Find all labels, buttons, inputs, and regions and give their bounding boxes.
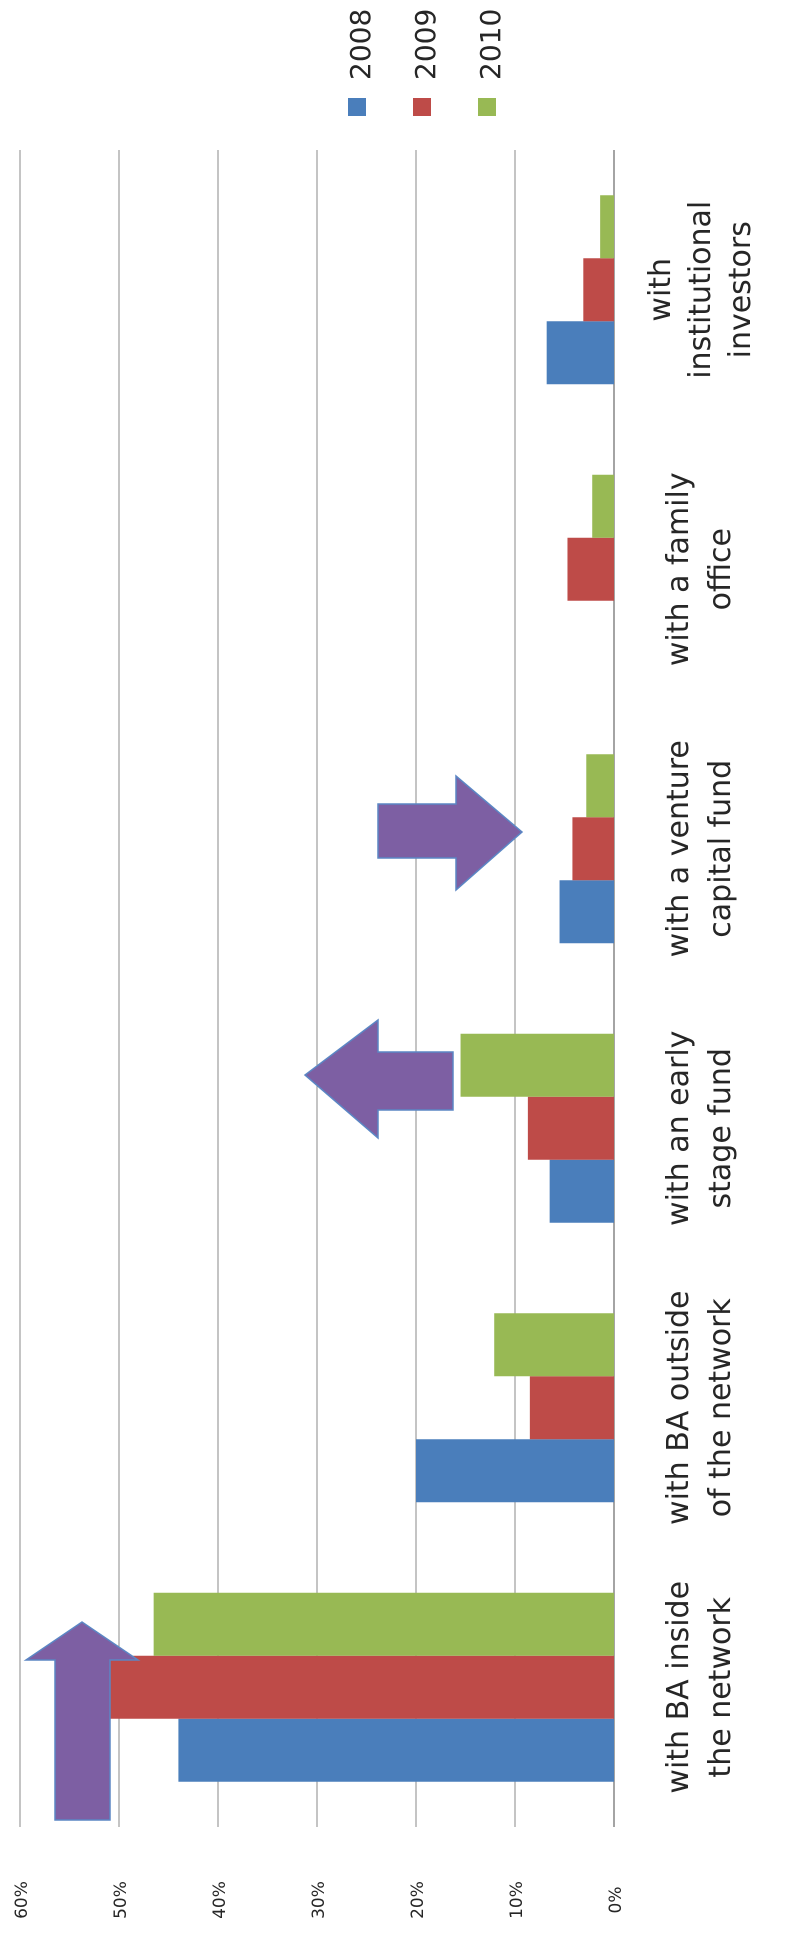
category-label: with BA outside of the network: [661, 1291, 738, 1525]
category-label: with BA inside the network: [661, 1581, 738, 1794]
bar-2010: [586, 754, 614, 818]
y-tick-label: 50%: [111, 1881, 131, 1919]
labels-layer: with BA inside the network with BA outside…: [643, 201, 758, 1794]
legend-label-2008: 2008: [344, 9, 377, 80]
arrow-up-annotation: [23, 1621, 141, 1821]
bar-2009: [567, 537, 614, 601]
bar-2009: [572, 817, 614, 881]
bar-2009: [583, 258, 614, 322]
y-tick-label: 20%: [408, 1881, 428, 1919]
bar-2008: [416, 1439, 614, 1503]
bars-layer: [109, 195, 614, 1782]
bar-2008: [178, 1718, 614, 1782]
bar-2010: [600, 195, 614, 259]
bar-2010: [460, 1033, 614, 1097]
y-tick-label: 30%: [309, 1881, 329, 1919]
bar-2008: [546, 321, 614, 385]
legend-swatch-2008: [348, 98, 366, 116]
y-tick-label: 0%: [606, 1887, 626, 1914]
legend-swatch-2010: [478, 98, 496, 116]
bar-2008: [549, 1159, 614, 1223]
legend-label-2010: 2010: [474, 9, 507, 80]
legend-swatch-2009: [413, 98, 431, 116]
category-label: with an early stage fund: [661, 1031, 738, 1226]
bar-2009: [109, 1655, 614, 1719]
category-label: with a family office: [661, 472, 738, 666]
axes-layer: 0% 10% 20% 30% 40% 50% 60%: [12, 150, 626, 1919]
legend-label-2009: 2009: [409, 9, 442, 80]
y-tick-label: 60%: [12, 1881, 32, 1919]
bar-2008: [559, 880, 614, 944]
bar-2009: [529, 1376, 614, 1440]
bar-2010: [494, 1313, 614, 1377]
y-tick-label: 40%: [210, 1881, 230, 1919]
arrow-down-annotation: [377, 774, 524, 892]
category-label: with institutional investors: [643, 201, 758, 379]
bar-2010: [592, 474, 614, 538]
legend-layer: 2008 2009 2010: [344, 9, 507, 116]
arrow-up-annotation: [303, 1018, 454, 1140]
y-tick-label: 10%: [507, 1881, 527, 1919]
bar-2009: [527, 1096, 614, 1160]
bar-2010: [153, 1592, 614, 1656]
category-label: with a venture capital fund: [661, 740, 738, 957]
annotation-layer: [23, 774, 524, 1821]
